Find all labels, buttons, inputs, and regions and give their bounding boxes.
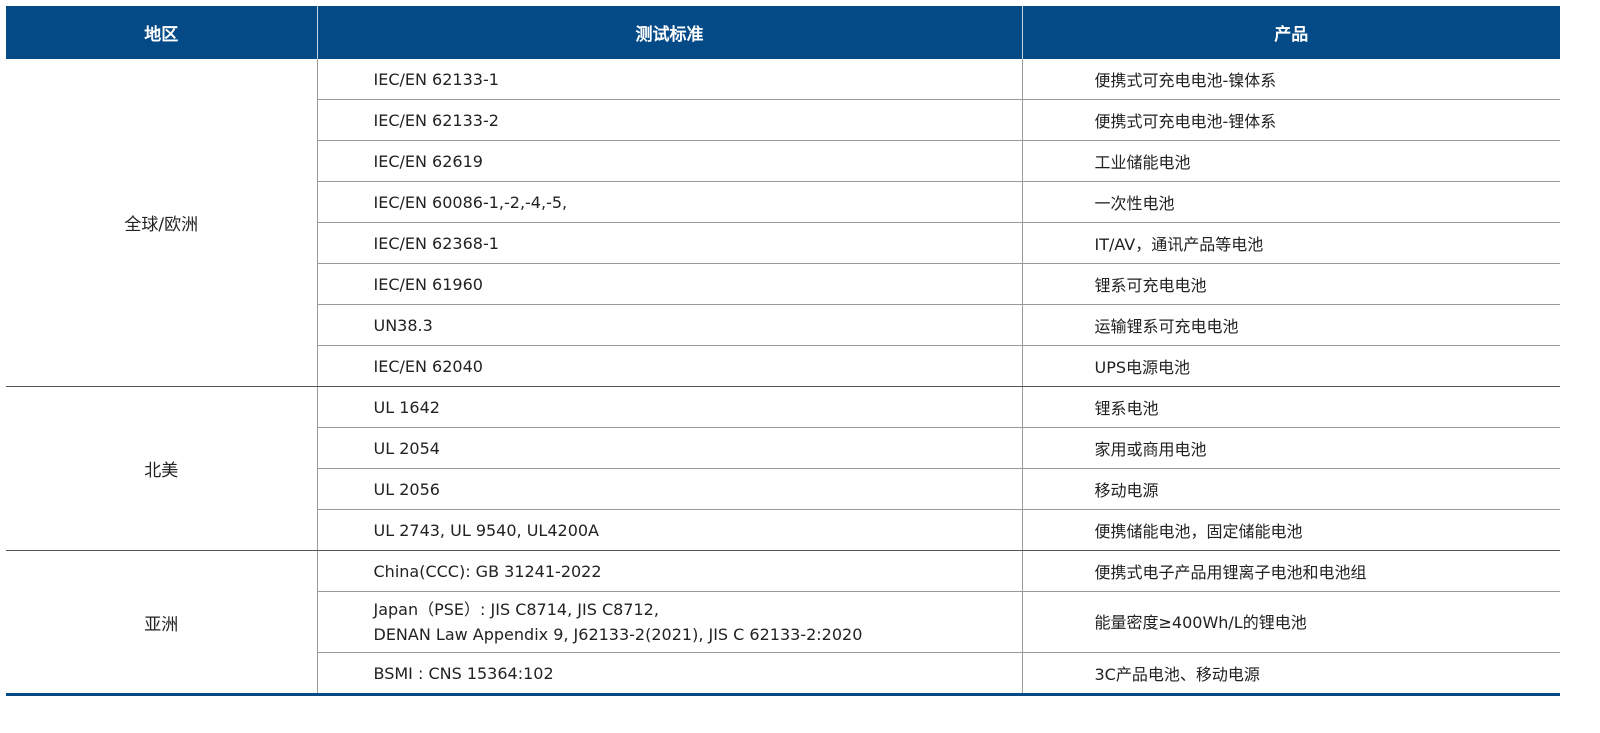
standard-text: UN38.3 (373, 315, 433, 335)
product-cell: 便携储能电池，固定储能电池 (1022, 509, 1560, 551)
standard-cell: IEC/EN 60086-1,-2,-4,-5, (317, 181, 1023, 223)
header-standard: 测试标准 (317, 6, 1023, 59)
table-row: UL 2054 家用或商用电池 (6, 427, 1560, 469)
table-row: UL 2743, UL 9540, UL4200A 便携储能电池，固定储能电池 (6, 509, 1560, 551)
product-cell: 3C产品电池、移动电源 (1022, 652, 1560, 696)
table-row: IEC/EN 60086-1,-2,-4,-5, 一次性电池 (6, 181, 1560, 223)
standard-text: IEC/EN 62133-1 (373, 69, 499, 89)
table-row: IEC/EN 62133-2 便携式可充电电池-锂体系 (6, 99, 1560, 141)
standards-table: 地区 测试标准 产品 全球/欧洲 IEC/EN 62133-1 便携式可充电电池-镍… (6, 6, 1560, 696)
table-row: 亚洲 China(CCC): GB 31241-2022 便携式电子产品用锂离子电池… (6, 550, 1560, 696)
standard-cell: UL 1642 (317, 386, 1023, 428)
standard-cell: IEC/EN 62368-1 (317, 222, 1023, 264)
standard-text: Japan（PSE）: JIS C8714, JIS C8712, (373, 600, 659, 619)
standard-cell: BSMI : CNS 15364:102 (317, 652, 1023, 696)
standard-cell: IEC/EN 61960 (317, 263, 1023, 305)
standard-cell: China(CCC): GB 31241-2022 (317, 550, 1023, 592)
table-row: 全球/欧洲 IEC/EN 62133-1 便携式可充电电池-镍体系 (6, 59, 1560, 387)
table-row: BSMI : CNS 15364:102 3C产品电池、移动电源 (6, 652, 1560, 696)
table-header: 地区 测试标准 产品 (6, 6, 1560, 59)
table-row: IEC/EN 61960 锂系可充电电池 (6, 263, 1560, 305)
standard-cell: UL 2054 (317, 427, 1023, 469)
header-region: 地区 (6, 6, 318, 59)
standard-text-line2: DENAN Law Appendix 9, J62133-2(2021), JI… (373, 625, 863, 644)
standard-text: UL 2056 (373, 479, 440, 499)
standard-text: IEC/EN 62040 (373, 356, 483, 376)
region-cell: 全球/欧洲 (6, 59, 318, 387)
product-cell: UPS电源电池 (1022, 345, 1560, 387)
standard-cell: IEC/EN 62040 (317, 345, 1023, 387)
product-cell: 便携式可充电电池-镍体系 (1022, 59, 1560, 100)
standard-cell: Japan（PSE）: JIS C8714, JIS C8712, DENAN L… (317, 591, 1023, 653)
product-cell: 锂系电池 (1022, 386, 1560, 428)
table-row: UL 2056 移动电源 (6, 468, 1560, 510)
header-product: 产品 (1022, 6, 1560, 59)
region-cell: 北美 (6, 386, 318, 551)
standard-cell: UL 2743, UL 9540, UL4200A (317, 509, 1023, 551)
region-cell: 亚洲 (6, 550, 318, 696)
product-cell: 运输锂系可充电电池 (1022, 304, 1560, 346)
product-cell: 移动电源 (1022, 468, 1560, 510)
standard-text: UL 1642 (373, 397, 440, 417)
standard-cell: IEC/EN 62133-2 (317, 99, 1023, 141)
product-cell: IT/AV，通讯产品等电池 (1022, 222, 1560, 264)
standard-text: UL 2743, UL 9540, UL4200A (373, 520, 600, 540)
table-row: UN38.3 运输锂系可充电电池 (6, 304, 1560, 346)
product-cell: 锂系可充电电池 (1022, 263, 1560, 305)
standard-cell: IEC/EN 62133-1 (317, 59, 1023, 100)
table-row: IEC/EN 62619 工业储能电池 (6, 140, 1560, 182)
standard-text: BSMI : CNS 15364:102 (373, 663, 554, 683)
standard-text: IEC/EN 61960 (373, 274, 483, 294)
standard-cell: UN38.3 (317, 304, 1023, 346)
table-row: Japan（PSE）: JIS C8714, JIS C8712, DENAN L… (6, 591, 1560, 653)
standard-text: IEC/EN 62368-1 (373, 233, 499, 253)
standard-text: IEC/EN 62619 (373, 151, 483, 171)
product-cell: 便携式可充电电池-锂体系 (1022, 99, 1560, 141)
standard-cell: IEC/EN 62619 (317, 140, 1023, 182)
product-cell: 一次性电池 (1022, 181, 1560, 223)
product-cell: 能量密度≥400Wh/L的锂电池 (1022, 591, 1560, 653)
table-row: IEC/EN 62368-1 IT/AV，通讯产品等电池 (6, 222, 1560, 264)
product-cell: 便携式电子产品用锂离子电池和电池组 (1022, 550, 1560, 592)
standard-cell: UL 2056 (317, 468, 1023, 510)
standard-text: IEC/EN 60086-1,-2,-4,-5, (373, 192, 568, 212)
product-cell: 工业储能电池 (1022, 140, 1560, 182)
table-row: IEC/EN 62040 UPS电源电池 (6, 345, 1560, 387)
product-cell: 家用或商用电池 (1022, 427, 1560, 469)
table-row: 北美 UL 1642 锂系电池 (6, 386, 1560, 551)
standard-text: China(CCC): GB 31241-2022 (373, 561, 602, 581)
standard-text: IEC/EN 62133-2 (373, 110, 499, 130)
standard-text: UL 2054 (373, 438, 440, 458)
